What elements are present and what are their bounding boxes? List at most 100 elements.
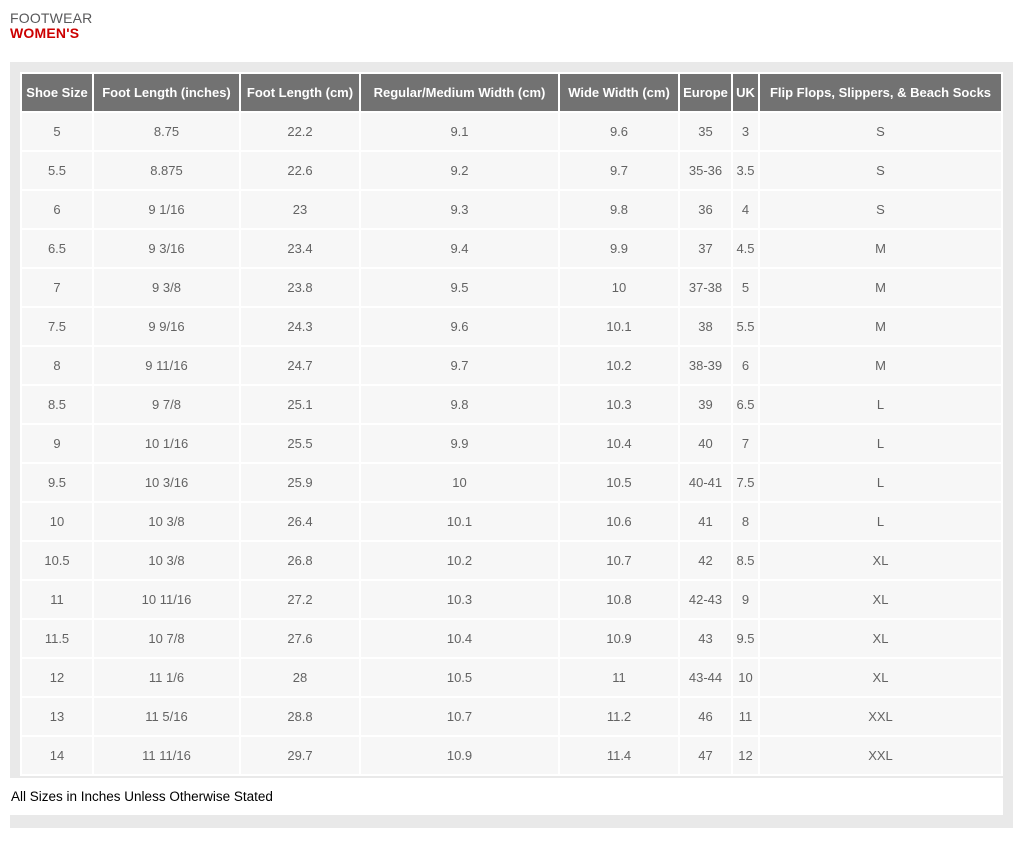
- table-cell: 9.6: [560, 113, 678, 150]
- table-cell: 3.5: [733, 152, 758, 189]
- table-cell: 25.5: [241, 425, 359, 462]
- table-row: 6.5 9 3/16 23.4 9.4 9.9 37 4.5 M: [22, 230, 1001, 267]
- table-cell: 43-44: [680, 659, 731, 696]
- table-cell: 24.3: [241, 308, 359, 345]
- table-row: 11.5 10 7/8 27.6 10.4 10.9 43 9.5 XL: [22, 620, 1001, 657]
- table-cell: 26.4: [241, 503, 359, 540]
- table-cell: 10.1: [560, 308, 678, 345]
- table-cell: 11: [733, 698, 758, 735]
- table-cell: 23: [241, 191, 359, 228]
- table-cell: 6: [733, 347, 758, 384]
- table-cell: 11: [22, 581, 92, 618]
- column-header: UK: [733, 74, 758, 111]
- table-cell: S: [760, 113, 1001, 150]
- table-cell: 11.2: [560, 698, 678, 735]
- table-cell: S: [760, 191, 1001, 228]
- column-header: Europe: [680, 74, 731, 111]
- table-cell: 43: [680, 620, 731, 657]
- table-cell: 28.8: [241, 698, 359, 735]
- table-cell: 8.5: [22, 386, 92, 423]
- table-cell: 9 3/8: [94, 269, 239, 306]
- table-cell: 6.5: [733, 386, 758, 423]
- table-cell: 8: [22, 347, 92, 384]
- table-cell: 10.3: [560, 386, 678, 423]
- table-row: 7.5 9 9/16 24.3 9.6 10.1 38 5.5 M: [22, 308, 1001, 345]
- table-cell: 46: [680, 698, 731, 735]
- table-cell: 9.6: [361, 308, 558, 345]
- table-cell: 25.1: [241, 386, 359, 423]
- page-title: WOMEN'S: [10, 25, 80, 41]
- table-cell: 25.9: [241, 464, 359, 501]
- table-cell: 27.6: [241, 620, 359, 657]
- table-cell: 10.5: [560, 464, 678, 501]
- table-cell: 9.1: [361, 113, 558, 150]
- table-cell: 6.5: [22, 230, 92, 267]
- table-cell: 9.2: [361, 152, 558, 189]
- column-header: Regular/Medium Width (cm): [361, 74, 558, 111]
- table-cell: 42-43: [680, 581, 731, 618]
- table-cell: 9: [22, 425, 92, 462]
- table-cell: 10.6: [560, 503, 678, 540]
- footnote-text: All Sizes in Inches Unless Otherwise Sta…: [11, 789, 273, 804]
- column-header: Flip Flops, Slippers, & Beach Socks: [760, 74, 1001, 111]
- table-cell: 7: [22, 269, 92, 306]
- table-cell: 11.5: [22, 620, 92, 657]
- column-header: Wide Width (cm): [560, 74, 678, 111]
- size-chart-panel: Shoe Size Foot Length (inches) Foot Length…: [10, 62, 1013, 828]
- table-row: 12 11 1/6 28 10.5 11 43-44 10 XL: [22, 659, 1001, 696]
- table-cell: 47: [680, 737, 731, 774]
- table-cell: 9.9: [361, 425, 558, 462]
- table-cell: 38-39: [680, 347, 731, 384]
- category-label: FOOTWEAR: [10, 10, 93, 26]
- table-row: 14 11 11/16 29.7 10.9 11.4 47 12 XXL: [22, 737, 1001, 774]
- table-cell: 9.7: [361, 347, 558, 384]
- table-cell: 9.8: [560, 191, 678, 228]
- table-cell: 29.7: [241, 737, 359, 774]
- table-cell: 10: [22, 503, 92, 540]
- table-row: 10 10 3/8 26.4 10.1 10.6 41 8 L: [22, 503, 1001, 540]
- table-cell: M: [760, 230, 1001, 267]
- table-cell: 40: [680, 425, 731, 462]
- table-cell: 10.9: [361, 737, 558, 774]
- table-cell: 4.5: [733, 230, 758, 267]
- table-cell: 9 11/16: [94, 347, 239, 384]
- table-cell: 9.5: [361, 269, 558, 306]
- table-cell: 10.3: [361, 581, 558, 618]
- table-cell: 10 3/16: [94, 464, 239, 501]
- table-cell: 10.8: [560, 581, 678, 618]
- table-cell: XXL: [760, 698, 1001, 735]
- table-cell: 4: [733, 191, 758, 228]
- table-cell: 8.75: [94, 113, 239, 150]
- table-cell: 9.7: [560, 152, 678, 189]
- table-cell: 9 7/8: [94, 386, 239, 423]
- table-cell: 40-41: [680, 464, 731, 501]
- table-cell: 9 9/16: [94, 308, 239, 345]
- column-header: Foot Length (cm): [241, 74, 359, 111]
- table-cell: 9.5: [733, 620, 758, 657]
- table-cell: 10.5: [361, 659, 558, 696]
- table-cell: 8.5: [733, 542, 758, 579]
- table-cell: 11: [560, 659, 678, 696]
- table-cell: 9: [733, 581, 758, 618]
- table-cell: 12: [733, 737, 758, 774]
- table-cell: 9.3: [361, 191, 558, 228]
- table-cell: 39: [680, 386, 731, 423]
- table-cell: 10: [560, 269, 678, 306]
- table-cell: 5.5: [733, 308, 758, 345]
- table-cell: L: [760, 425, 1001, 462]
- table-cell: 13: [22, 698, 92, 735]
- table-cell: 35-36: [680, 152, 731, 189]
- table-cell: 12: [22, 659, 92, 696]
- table-head: Shoe Size Foot Length (inches) Foot Length…: [22, 74, 1001, 111]
- table-cell: XL: [760, 620, 1001, 657]
- table-cell: 9 3/16: [94, 230, 239, 267]
- table-row: 5.5 8.875 22.6 9.2 9.7 35-36 3.5 S: [22, 152, 1001, 189]
- table-cell: 11 11/16: [94, 737, 239, 774]
- table-row: 9.5 10 3/16 25.9 10 10.5 40-41 7.5 L: [22, 464, 1001, 501]
- table-cell: 10: [361, 464, 558, 501]
- table-cell: 24.7: [241, 347, 359, 384]
- table-cell: 27.2: [241, 581, 359, 618]
